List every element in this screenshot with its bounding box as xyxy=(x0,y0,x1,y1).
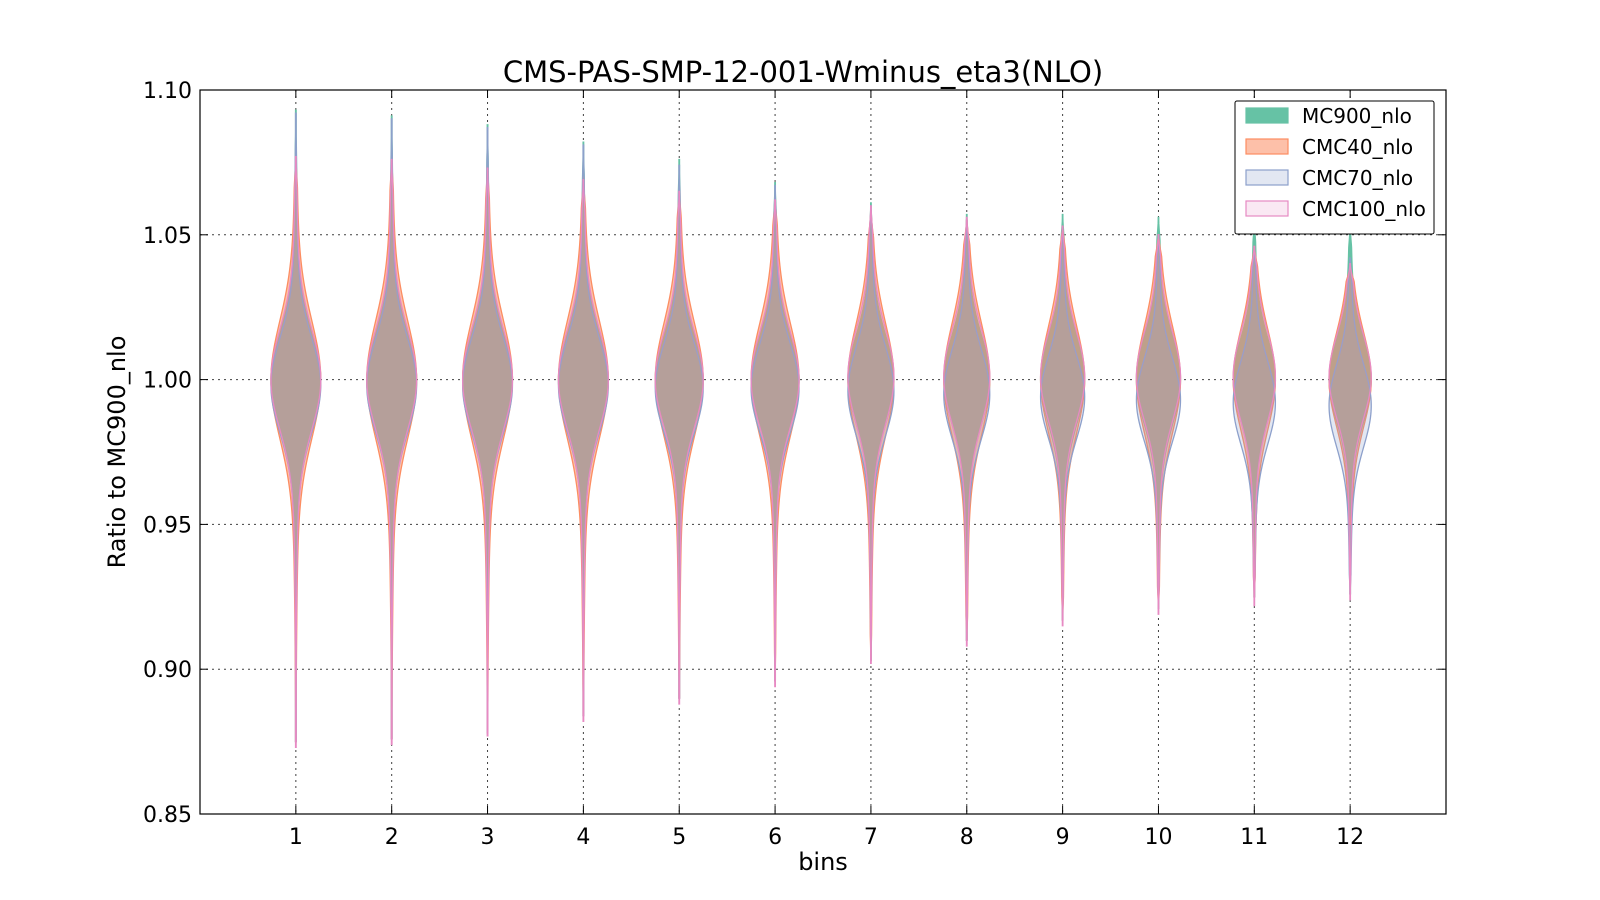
legend: MC900_nlo CMC40_nlo CMC70_nlo CMC100_nlo xyxy=(1234,100,1435,235)
y-tick-label: 1.05 xyxy=(143,224,192,249)
legend-label: CMC70_nlo xyxy=(1302,166,1413,190)
legend-label: CMC40_nlo xyxy=(1302,135,1413,159)
violin-CMC100_nlo-bin-3 xyxy=(461,167,514,737)
x-tick-label: 4 xyxy=(576,825,590,850)
legend-swatch xyxy=(1245,107,1289,124)
y-tick-label: 1.00 xyxy=(143,369,192,394)
x-tick-label: 3 xyxy=(481,825,495,850)
violin-CMC100_nlo-bin-8 xyxy=(943,216,991,647)
violin-CMC100_nlo-bin-5 xyxy=(654,190,704,705)
x-tick-label: 8 xyxy=(960,825,974,850)
y-tick-label: 0.95 xyxy=(143,513,192,538)
x-tick-label: 9 xyxy=(1056,825,1070,850)
violin-CMC100_nlo-bin-6 xyxy=(750,199,800,688)
x-tick-label: 6 xyxy=(768,825,782,850)
x-tick-label: 1 xyxy=(289,825,303,850)
y-tick-label: 0.90 xyxy=(143,658,192,683)
x-tick-label: 2 xyxy=(385,825,399,850)
legend-swatch xyxy=(1245,200,1289,217)
x-axis-label: bins xyxy=(798,848,848,876)
violins xyxy=(270,109,1372,749)
violin-CMC70_nlo-bin-12 xyxy=(1328,257,1372,595)
x-tick-label: 12 xyxy=(1336,825,1364,850)
violin-CMC100_nlo-bin-12 xyxy=(1328,263,1372,601)
x-tick-label: 11 xyxy=(1240,825,1268,850)
y-tick-labels: 0.85 0.90 0.95 1.00 1.05 1.10 xyxy=(143,79,192,828)
chart-title: CMS-PAS-SMP-12-001-Wminus_eta3(NLO) xyxy=(503,55,1103,89)
violin-CMC100_nlo-bin-2 xyxy=(366,158,418,746)
violin-CMC100_nlo-bin-4 xyxy=(557,179,609,722)
legend-swatch xyxy=(1245,138,1289,155)
x-tick-label: 10 xyxy=(1144,825,1172,850)
violin-CMC100_nlo-bin-1 xyxy=(270,155,322,749)
axis-ticks xyxy=(200,89,1446,815)
y-axis-label: Ratio to MC900_nlo xyxy=(103,336,131,569)
legend-swatch xyxy=(1245,169,1289,186)
legend-label: MC900_nlo xyxy=(1302,104,1412,128)
x-tick-labels: 1 2 3 4 5 6 7 8 9 10 11 12 xyxy=(289,825,1364,850)
y-tick-label: 1.10 xyxy=(143,79,192,104)
plot-frame xyxy=(199,89,1447,815)
y-tick-label: 0.85 xyxy=(143,803,192,828)
violin-CMC100_nlo-bin-11 xyxy=(1232,245,1277,607)
violin-CMC100_nlo-bin-9 xyxy=(1039,225,1086,627)
legend-label: CMC100_nlo xyxy=(1302,197,1426,221)
violin-CMC100_nlo-bin-10 xyxy=(1135,234,1182,615)
violin-CMC100_nlo-bin-7 xyxy=(847,205,895,665)
x-tick-label: 7 xyxy=(864,825,878,850)
x-tick-label: 5 xyxy=(672,825,686,850)
series-CMC100_nlo xyxy=(270,155,1372,749)
